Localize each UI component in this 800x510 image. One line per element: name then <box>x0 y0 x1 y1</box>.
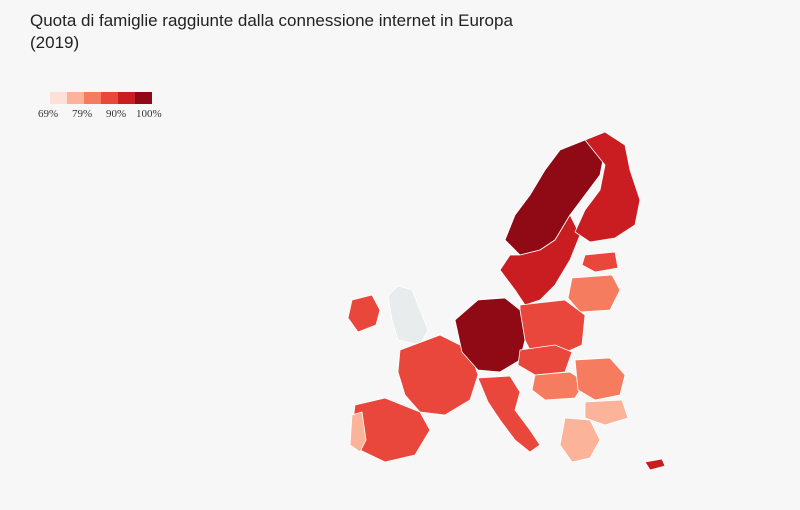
chart-title-line-2: (2019) <box>30 33 80 52</box>
legend-label-90: 90% <box>106 108 127 120</box>
legend-swatch-1 <box>67 92 84 104</box>
legend-swatch-3 <box>101 92 118 104</box>
region-finland[interactable] <box>574 131 641 243</box>
region-greece[interactable] <box>559 417 601 463</box>
legend-swatch-0 <box>50 92 67 104</box>
legend-swatches <box>50 92 190 104</box>
region-portugal[interactable] <box>349 411 367 453</box>
region-italy[interactable] <box>477 375 541 453</box>
region-latvia-lithuania[interactable] <box>567 274 621 313</box>
legend-swatch-5 <box>135 92 152 104</box>
region-cyprus[interactable] <box>644 458 666 471</box>
chart-title-line-1: Quota di famiglie raggiunte dalla connes… <box>30 11 513 30</box>
legend-label-100: 100% <box>136 108 162 120</box>
legend-labels: 69% 79% 90% 100% <box>38 108 190 124</box>
region-czech-slovakia[interactable] <box>517 344 573 376</box>
region-uk[interactable] <box>387 285 429 346</box>
legend-swatch-2 <box>84 92 101 104</box>
color-legend: 69% 79% 90% 100% <box>38 92 190 124</box>
region-ireland[interactable] <box>347 294 381 333</box>
region-romania[interactable] <box>574 357 626 401</box>
region-hungary[interactable] <box>531 371 586 401</box>
chart-title: Quota di famiglie raggiunte dalla connes… <box>30 10 590 54</box>
legend-swatch-4 <box>118 92 135 104</box>
region-france[interactable] <box>397 334 479 416</box>
legend-label-69: 69% <box>38 108 59 120</box>
legend-label-79: 79% <box>72 108 93 120</box>
region-estonia[interactable] <box>581 251 619 273</box>
region-bulgaria[interactable] <box>584 399 629 426</box>
